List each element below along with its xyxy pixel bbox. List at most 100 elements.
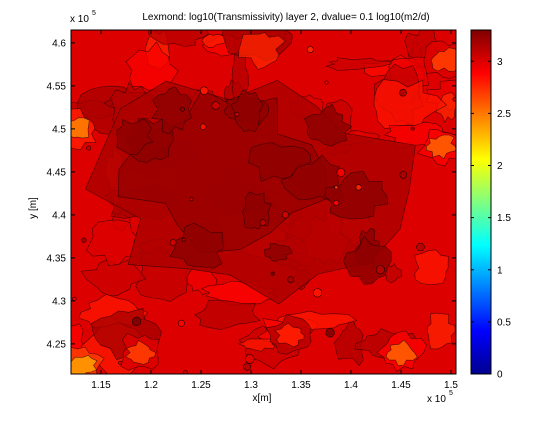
field-high-patch (303, 103, 353, 147)
field-speckle (410, 126, 415, 131)
field-speckle (259, 219, 267, 226)
x-exponent-base: x 10 (427, 394, 446, 405)
colorbar-tick-label: 3 (497, 57, 503, 68)
x-tick-label: 1.25 (191, 380, 211, 391)
field-high-patch (263, 243, 293, 262)
field-low-patch (124, 339, 156, 365)
field-high-patch (324, 171, 389, 220)
field-texture-patch (334, 320, 364, 366)
field-speckle (86, 145, 92, 151)
field-speckle (334, 185, 339, 190)
field-speckle (118, 360, 123, 365)
field-speckle (452, 97, 456, 102)
field-speckle (325, 328, 335, 338)
field-speckle (245, 354, 255, 364)
x-axis-label: x[m] (253, 393, 272, 404)
field-low-patch (71, 355, 98, 374)
x-tick-label: 1.15 (91, 380, 111, 391)
field-high-patch (116, 118, 154, 155)
colorbar-tick-label: 1 (497, 265, 503, 276)
field-speckle (306, 46, 314, 53)
x-tick-label: 1.45 (391, 380, 411, 391)
y-tick-label: 4.4 (52, 210, 66, 221)
field-speckle (355, 184, 362, 191)
colorbar-tick-label: 2 (497, 161, 503, 172)
field-speckle (177, 319, 185, 327)
field-speckle (287, 276, 295, 283)
field-high-patch (248, 142, 312, 183)
field-speckle (416, 242, 425, 252)
field-speckle (181, 237, 186, 242)
field-texture-patch (194, 299, 261, 330)
chart-title: Lexmond: log10(Transmissivity) layer 2, … (142, 12, 429, 23)
field-speckle (243, 362, 251, 371)
field-texture-patch (237, 338, 279, 352)
field-speckle (336, 168, 346, 177)
field-speckle (333, 199, 340, 206)
field-low-patch (430, 47, 456, 73)
field-texture-patch (414, 249, 449, 285)
colorbar-gradient (470, 29, 492, 375)
field-speckle (132, 316, 142, 327)
field-low-patch (274, 322, 305, 348)
field-speckle (375, 265, 385, 275)
colorbar-ticks: 0 0.5 1 1.5 2 2.5 3 (471, 57, 511, 381)
field-high-patch (151, 86, 193, 135)
x-tick-label: 1.3 (244, 380, 258, 391)
y-tick-label: 4.6 (52, 38, 66, 49)
y-tick-label: 4.25 (47, 339, 67, 350)
field-speckle (270, 271, 275, 276)
x-exponent-label: x 10 5 (427, 390, 453, 405)
field-speckle (189, 197, 194, 202)
x-tick-label: 1.4 (344, 380, 358, 391)
x-axis: 1.15 1.2 1.25 1.3 1.35 1.4 1.45 1.5 (91, 30, 458, 391)
colorbar: 0 0.5 1 1.5 2 2.5 3 (470, 29, 511, 381)
field-texture-patch (80, 259, 146, 297)
field-texture-patch (147, 30, 209, 47)
x-exponent-power: 5 (449, 390, 453, 397)
x-tick-label: 1.35 (291, 380, 311, 391)
colorbar-tick-label: 2.5 (497, 109, 511, 120)
field-speckle (211, 101, 220, 110)
y-tick-label: 4.5 (52, 124, 66, 135)
field-speckle (234, 111, 240, 117)
field-speckle (312, 288, 323, 298)
plot-area: 1.15 1.2 1.25 1.3 1.35 1.4 1.45 1.5 4.25 4.3 4.35… (47, 29, 458, 391)
field-speckle (169, 239, 177, 246)
field-speckle (399, 171, 408, 179)
field-texture-patch (324, 57, 392, 71)
x-tick-label: 1.5 (444, 380, 458, 391)
field-speckle (72, 296, 77, 302)
y-exponent-power: 5 (92, 10, 96, 17)
field-speckle (324, 80, 329, 85)
field-texture-patch (86, 219, 145, 267)
field-speckle (281, 211, 290, 219)
y-axis: 4.25 4.3 4.35 4.4 4.45 4.5 4.55 4.6 (47, 38, 456, 350)
field-low-patch (425, 134, 456, 160)
field-texture-patch (427, 312, 456, 350)
field-texture-patch (238, 32, 286, 70)
field-speckle (182, 370, 188, 374)
field-high-patch (230, 88, 264, 133)
colorbar-tick-label: 1.5 (497, 213, 511, 224)
field-low-patch (71, 117, 90, 139)
transmissivity-field (71, 30, 456, 374)
field-speckle (199, 123, 207, 131)
y-exponent-base: x 10 (70, 14, 89, 25)
x-tick-label: 1.2 (144, 380, 158, 391)
y-tick-label: 4.3 (52, 296, 66, 307)
plot-frame (70, 29, 457, 375)
colorbar-tick-label: 0.5 (497, 317, 511, 328)
field-speckle (200, 86, 209, 95)
colorbar-tick-label: 0 (497, 370, 503, 381)
y-tick-label: 4.45 (47, 167, 67, 178)
y-axis-label: y [m] (28, 197, 39, 219)
field-speckle (81, 237, 87, 243)
field-high-patch (169, 222, 224, 269)
field-texture-patch (201, 33, 227, 48)
field-speckle (399, 88, 407, 97)
y-exponent-label: x 10 5 (70, 10, 96, 25)
field-low-patch (385, 339, 418, 366)
